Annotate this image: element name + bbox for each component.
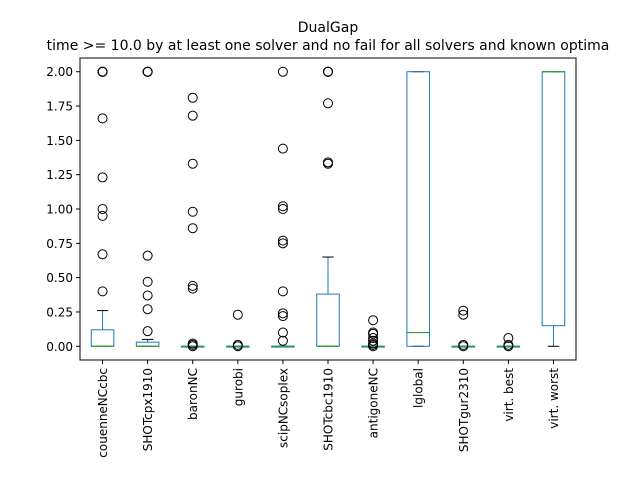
box-series	[90, 66, 566, 352]
box-baronnc	[180, 92, 205, 352]
y-tick-label: 1.25	[46, 168, 73, 182]
flier-point	[97, 172, 108, 183]
flier-point	[97, 210, 108, 221]
chart-subtitle: time >= 10.0 by at least one solver and …	[47, 38, 610, 54]
flier-point	[97, 204, 108, 214]
box-iqr	[406, 71, 430, 347]
flier-point	[368, 333, 379, 344]
flier-point	[187, 158, 198, 169]
x-tick-label: couenneNCcbc	[96, 368, 110, 458]
box-lglobal	[406, 71, 430, 347]
plot-frame	[79, 57, 577, 361]
x-tick-label: baronNC	[186, 368, 200, 420]
flier-point	[368, 338, 379, 349]
x-tick-label: virt. best	[502, 368, 516, 422]
box-iqr	[316, 293, 340, 347]
flier-point	[277, 235, 288, 246]
box-iqr	[541, 71, 566, 327]
flier-point	[458, 305, 469, 316]
flier-point	[277, 311, 288, 322]
flier-point	[142, 276, 153, 287]
y-tick-label: 0.75	[46, 237, 73, 251]
x-tick-label: virt. worst	[547, 368, 561, 429]
flier-point	[458, 339, 469, 350]
flier-point	[187, 223, 198, 234]
flier-point	[97, 286, 108, 297]
flier-point	[323, 157, 333, 168]
flier-point	[97, 66, 108, 77]
y-tick-label: 0.00	[46, 340, 73, 354]
flier-point	[187, 283, 198, 294]
flier-point	[187, 206, 198, 217]
flier-point	[232, 309, 243, 320]
box-shotgur2310	[451, 305, 476, 352]
flier-point	[323, 66, 333, 77]
y-tick-label: 1.00	[46, 203, 73, 217]
box-couennenccbc	[90, 66, 115, 347]
box-virt-best	[496, 333, 521, 352]
box-iqr	[90, 329, 115, 347]
flier-point	[187, 110, 198, 121]
flier-point	[142, 326, 153, 337]
flier-point	[142, 304, 153, 315]
flier-point	[277, 143, 288, 154]
y-tick-label: 0.25	[46, 305, 73, 319]
y-tick-label: 2.00	[46, 65, 73, 79]
box-scipncsoplex	[271, 66, 295, 348]
x-tick-label: SHOTcbc1910	[322, 368, 336, 451]
y-tick-label: 1.75	[46, 100, 73, 114]
box-iqr	[135, 341, 160, 347]
flier-point	[187, 338, 198, 349]
flier-point	[277, 238, 288, 249]
x-tick-label: lglobal	[412, 368, 426, 408]
flier-point	[142, 290, 153, 301]
x-tick-label: antigoneNC	[367, 368, 381, 438]
x-tick-label: scipNCsoplex	[276, 368, 290, 448]
x-axis: couenneNCcbc SHOTcpx1910 baronNC gurobi scip…	[96, 360, 561, 458]
flier-point	[368, 315, 379, 326]
flier-point	[142, 66, 153, 77]
flier-point	[142, 250, 153, 261]
chart-title: DualGap	[298, 20, 359, 36]
flier-point	[277, 335, 288, 346]
x-tick-label: SHOTgur2310	[457, 368, 471, 452]
flier-point	[187, 92, 198, 103]
flier-point	[97, 113, 108, 124]
flier-point	[277, 308, 288, 319]
flier-point	[503, 333, 514, 344]
box-shotcbc1910	[316, 66, 340, 347]
flier-point	[187, 280, 198, 291]
x-tick-label: gurobi	[231, 368, 245, 406]
flier-point	[277, 286, 288, 297]
flier-point	[277, 66, 288, 77]
box-gurobi	[226, 309, 250, 352]
y-tick-label: 1.50	[46, 134, 73, 148]
box-shotcpx1910	[135, 66, 160, 347]
flier-point	[323, 98, 333, 109]
flier-point	[97, 249, 108, 260]
flier-point	[277, 327, 288, 338]
box-virt-worst	[541, 71, 566, 347]
flier-point	[277, 204, 288, 214]
flier-point	[232, 339, 243, 350]
y-tick-label: 0.50	[46, 271, 73, 285]
x-tick-label: SHOTcpx1910	[141, 368, 155, 451]
flier-point	[277, 201, 288, 212]
flier-point	[458, 309, 469, 320]
box-antigonenc	[361, 315, 385, 352]
flier-point	[368, 327, 379, 338]
flier-point	[368, 335, 379, 346]
flier-point	[503, 339, 514, 350]
y-axis: 0.00 0.25 0.50 0.75 1.00 1.25 1.50 1.75 2.00	[46, 65, 80, 354]
